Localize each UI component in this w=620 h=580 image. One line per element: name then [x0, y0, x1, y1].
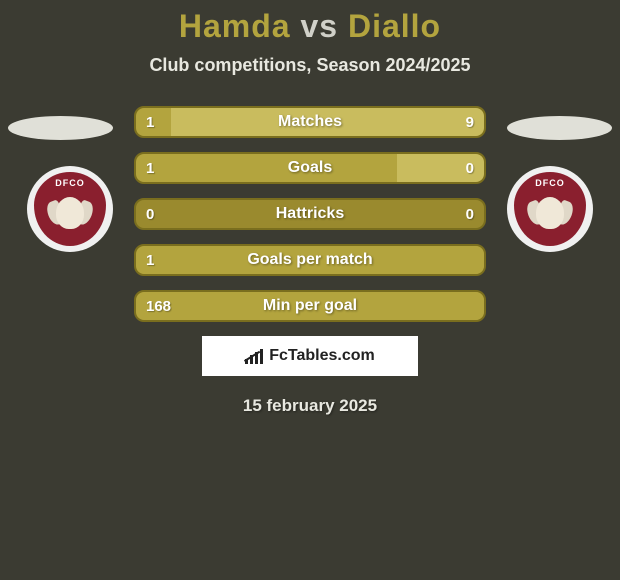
badge-text-right: DFCO [535, 178, 565, 188]
stat-bar: 0Hattricks0 [134, 198, 486, 230]
main-area: DFCO DFCO [0, 106, 620, 416]
player2-name: Diallo [348, 8, 441, 44]
bar-label: Matches [136, 113, 484, 131]
subtitle: Club competitions, Season 2024/2025 [0, 55, 620, 76]
stat-bars: 1Matches91Goals00Hattricks01Goals per ma… [134, 106, 486, 322]
stat-bar: 168Min per goal [134, 290, 486, 322]
comparison-card: Hamda vs Diallo Club competitions, Seaso… [0, 0, 620, 416]
stat-bar: 1Goals per match [134, 244, 486, 276]
stat-bar: 1Matches9 [134, 106, 486, 138]
bar-value-right: 0 [466, 206, 474, 223]
club-badge-right: DFCO [507, 166, 593, 252]
date: 15 february 2025 [0, 396, 620, 416]
bar-value-right: 0 [466, 160, 474, 177]
bar-label: Hattricks [136, 205, 484, 223]
bar-value-right: 9 [466, 114, 474, 131]
bar-label: Goals per match [136, 251, 484, 269]
bar-label: Goals [136, 159, 484, 177]
ellipse-shadow-right [507, 116, 612, 140]
owl-icon [530, 193, 570, 233]
stat-bar: 1Goals0 [134, 152, 486, 184]
player1-name: Hamda [179, 8, 291, 44]
owl-icon [50, 193, 90, 233]
brand-text: FcTables.com [269, 347, 375, 365]
chart-icon [245, 349, 265, 364]
vs-text: vs [300, 8, 338, 44]
brand-box: FcTables.com [202, 336, 418, 376]
badge-text-left: DFCO [55, 178, 85, 188]
title: Hamda vs Diallo [0, 8, 620, 45]
club-badge-left: DFCO [27, 166, 113, 252]
ellipse-shadow-left [8, 116, 113, 140]
bar-label: Min per goal [136, 297, 484, 315]
